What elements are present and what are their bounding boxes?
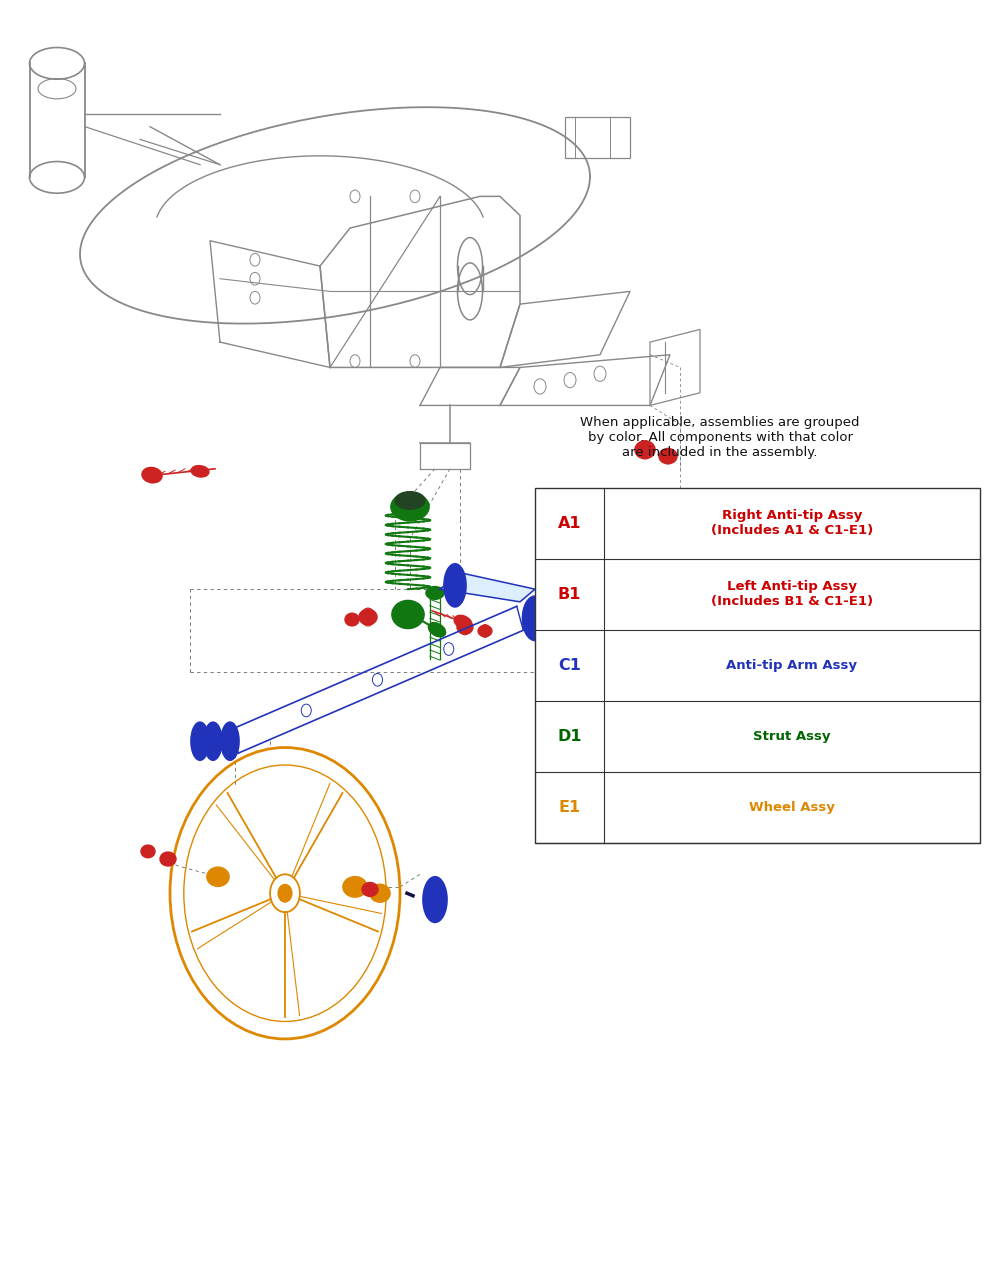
Text: When applicable, assemblies are grouped
by color. All components with that color: When applicable, assemblies are grouped … <box>580 416 860 459</box>
Ellipse shape <box>478 626 492 636</box>
Ellipse shape <box>204 722 222 760</box>
Text: Anti-tip Arm Assy: Anti-tip Arm Assy <box>726 659 857 672</box>
Text: B1: B1 <box>558 587 581 602</box>
Ellipse shape <box>195 731 204 751</box>
Ellipse shape <box>141 845 155 858</box>
Ellipse shape <box>191 722 209 760</box>
Ellipse shape <box>423 877 447 922</box>
Ellipse shape <box>370 884 390 902</box>
Ellipse shape <box>142 468 162 483</box>
Text: D1: D1 <box>557 729 582 744</box>
Ellipse shape <box>207 867 229 887</box>
Ellipse shape <box>395 492 425 509</box>
Ellipse shape <box>444 564 466 607</box>
Ellipse shape <box>350 882 360 892</box>
Polygon shape <box>440 573 535 602</box>
Ellipse shape <box>160 851 176 867</box>
Ellipse shape <box>391 493 429 521</box>
Bar <box>565 117 630 158</box>
Ellipse shape <box>428 622 446 637</box>
Text: E1: E1 <box>558 799 581 815</box>
Text: C1: C1 <box>558 658 581 673</box>
Ellipse shape <box>343 877 367 897</box>
Circle shape <box>278 884 292 902</box>
Ellipse shape <box>345 613 359 626</box>
Ellipse shape <box>429 888 441 911</box>
Ellipse shape <box>450 574 460 595</box>
Ellipse shape <box>522 595 548 640</box>
Ellipse shape <box>213 873 223 881</box>
Ellipse shape <box>659 449 677 464</box>
Text: A1: A1 <box>558 516 581 531</box>
Ellipse shape <box>191 465 209 478</box>
Ellipse shape <box>529 607 541 630</box>
Ellipse shape <box>392 601 424 628</box>
Bar <box>535 488 980 843</box>
Ellipse shape <box>457 621 473 634</box>
Ellipse shape <box>635 441 655 459</box>
Text: Wheel Assy: Wheel Assy <box>749 801 835 813</box>
Ellipse shape <box>359 609 377 625</box>
Text: Right Anti-tip Assy
(Includes A1 & C1-E1): Right Anti-tip Assy (Includes A1 & C1-E1… <box>711 509 873 537</box>
Ellipse shape <box>426 587 444 599</box>
Ellipse shape <box>225 731 234 751</box>
Text: Strut Assy: Strut Assy <box>753 730 831 742</box>
Ellipse shape <box>376 889 384 897</box>
Ellipse shape <box>208 731 218 751</box>
Ellipse shape <box>454 616 472 628</box>
Ellipse shape <box>362 882 378 897</box>
Text: Left Anti-tip Assy
(Includes B1 & C1-E1): Left Anti-tip Assy (Includes B1 & C1-E1) <box>711 580 873 608</box>
Ellipse shape <box>221 722 239 760</box>
